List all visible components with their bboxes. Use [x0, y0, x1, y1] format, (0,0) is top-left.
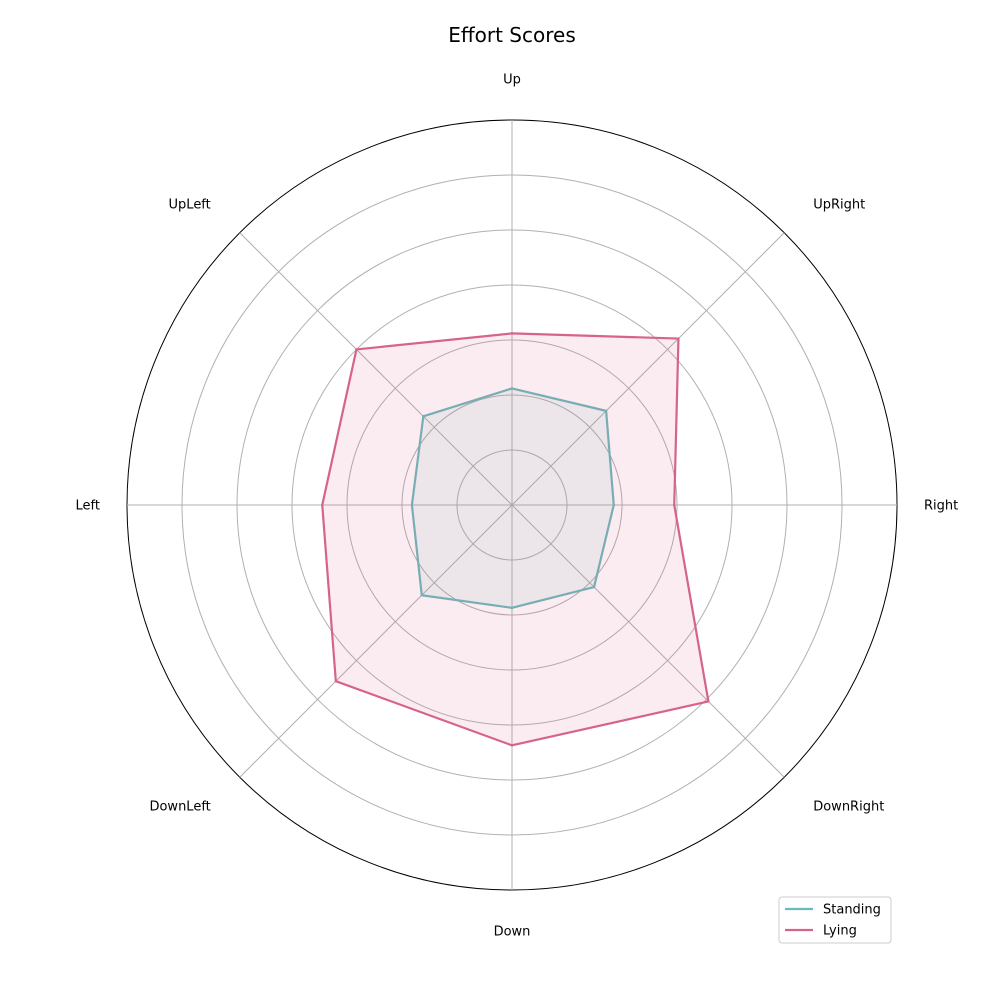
- spoke-upright: [511, 232, 785, 506]
- axis-labels: Up UpRight Right DownRight Down DownLeft Left U…: [76, 73, 959, 940]
- point-standing-up: [510, 387, 514, 390]
- series-fill-lying: [322, 333, 709, 746]
- chart-title: Effort Scores: [448, 23, 576, 47]
- point-lying-downright: [707, 700, 710, 703]
- point-standing-upleft: [422, 415, 425, 418]
- axis-label-down: Down: [494, 925, 531, 940]
- point-standing-down: [510, 606, 514, 610]
- point-standing-right: [612, 503, 615, 507]
- spoke-downright: [511, 504, 785, 778]
- radar-grid: [126, 119, 898, 891]
- point-lying-upleft: [355, 348, 358, 351]
- legend-label-lying: Lying: [823, 924, 857, 939]
- point-lying-up: [510, 332, 514, 335]
- radar-series: [321, 332, 710, 747]
- axis-label-upright: UpRight: [813, 197, 865, 212]
- point-lying-right: [673, 503, 676, 507]
- point-lying-down: [510, 744, 514, 747]
- point-lying-left: [321, 503, 324, 507]
- spoke-downleft: [239, 504, 513, 778]
- legend-label-standing: Standing: [823, 903, 881, 918]
- axis-label-upleft: UpLeft: [169, 197, 211, 212]
- axis-label-left: Left: [76, 499, 100, 514]
- point-standing-downleft: [420, 594, 423, 597]
- point-lying-downleft: [334, 679, 338, 683]
- spoke-upleft: [239, 232, 513, 506]
- point-standing-left: [410, 503, 414, 507]
- axis-label-downleft: DownLeft: [149, 800, 210, 815]
- point-lying-upright: [677, 337, 680, 340]
- axis-label-downright: DownRight: [813, 800, 884, 815]
- series-fill-standing: [411, 388, 614, 608]
- axis-label-up: Up: [503, 73, 521, 88]
- point-standing-downright: [592, 585, 596, 589]
- point-standing-upright: [604, 409, 608, 413]
- legend: Standing Lying: [778, 896, 892, 944]
- axis-label-right: Right: [924, 499, 958, 514]
